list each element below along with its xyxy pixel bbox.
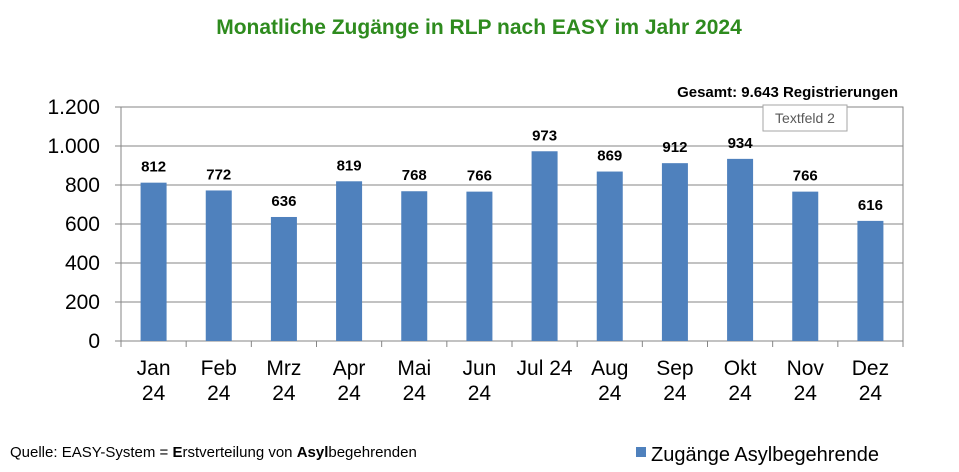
x-tick-label: Sep (656, 357, 693, 380)
data-label: 819 (337, 157, 362, 174)
total-annotation: Gesamt: 9.643 Registrierungen (677, 84, 898, 101)
bar (466, 191, 493, 341)
y-axis: 0 200 400 600 800 1.000 1.200 (47, 96, 121, 353)
x-tick-label: 24 (794, 382, 818, 405)
legend: Zugänge Asylbegehrende (636, 444, 879, 466)
source-bold-e: E (172, 444, 182, 461)
data-label: 934 (728, 135, 754, 152)
data-label: 912 (662, 139, 687, 156)
data-label: 766 (467, 168, 492, 185)
source-suffix: begehrenden (328, 444, 416, 461)
textbox-label: Textfeld 2 (775, 110, 835, 126)
x-tick-label: 24 (598, 382, 622, 405)
bar (596, 171, 623, 341)
y-tick-label: 800 (65, 174, 100, 197)
bar (661, 163, 688, 341)
x-tick-label: Okt (724, 357, 757, 380)
x-tick-label: Jan (137, 357, 171, 380)
bar (270, 216, 297, 341)
x-tick-label: 24 (142, 382, 166, 405)
y-tick-label: 400 (65, 252, 100, 275)
x-tick-label: Jun (462, 357, 496, 380)
gridlines (121, 145, 903, 303)
x-tick-label: 24 (859, 382, 883, 405)
source-middle: rstverteilung von (182, 444, 296, 461)
x-tick-label: 24 (728, 382, 752, 405)
x-tick-label: 24 (468, 382, 492, 405)
textbox-frame (762, 104, 848, 132)
x-tick-label: Aug (591, 357, 628, 380)
y-tick-label: 1.000 (47, 135, 100, 158)
bar (401, 191, 428, 341)
x-tick-label: Dez (852, 357, 889, 380)
x-tick-label: Mai (397, 357, 431, 380)
y-tick-label: 600 (65, 213, 100, 236)
bar (857, 220, 884, 341)
source-note: Quelle: EASY-System = Erstverteilung von… (10, 444, 417, 461)
bar (727, 158, 754, 341)
textbox[interactable]: Textfeld 2 (762, 104, 848, 132)
y-tick-label: 200 (65, 291, 100, 314)
y-tick-label: 1.200 (47, 96, 100, 119)
x-tick-label: Jul 24 (517, 357, 573, 380)
x-tick-label: 24 (403, 382, 427, 405)
x-tick-label: Apr (333, 357, 366, 380)
bar (792, 191, 819, 341)
x-tick-label: 24 (207, 382, 231, 405)
data-label: 636 (271, 193, 296, 210)
x-tick-label: 24 (272, 382, 296, 405)
data-label: 869 (597, 148, 622, 165)
data-label: 766 (793, 168, 818, 185)
legend-swatch (636, 447, 646, 457)
x-tick-label: Mrz (266, 357, 301, 380)
bar (205, 190, 232, 341)
x-tick-label: Feb (201, 357, 237, 380)
legend-label: Zugänge Asylbegehrende (651, 444, 879, 466)
x-tick-label: 24 (663, 382, 687, 405)
x-tick-label: Nov (787, 357, 825, 380)
source-prefix: Quelle: EASY-System = (10, 444, 172, 461)
data-label: 973 (532, 127, 557, 144)
x-tick-label: 24 (337, 382, 361, 405)
data-label: 616 (858, 197, 883, 214)
bar (531, 151, 558, 341)
data-label: 772 (206, 166, 231, 183)
data-label: 812 (141, 159, 166, 176)
data-labels: 812 772 636 819 768 766 973 869 912 934 766 616 (141, 127, 883, 214)
bar (336, 181, 363, 341)
bar (140, 182, 167, 341)
source-bold-asyl: Asyl (297, 444, 329, 461)
data-label: 768 (402, 167, 427, 184)
bars (140, 151, 884, 341)
y-tick-label: 0 (88, 330, 100, 353)
chart-title: Monatliche Zugänge in RLP nach EASY im J… (216, 16, 742, 39)
